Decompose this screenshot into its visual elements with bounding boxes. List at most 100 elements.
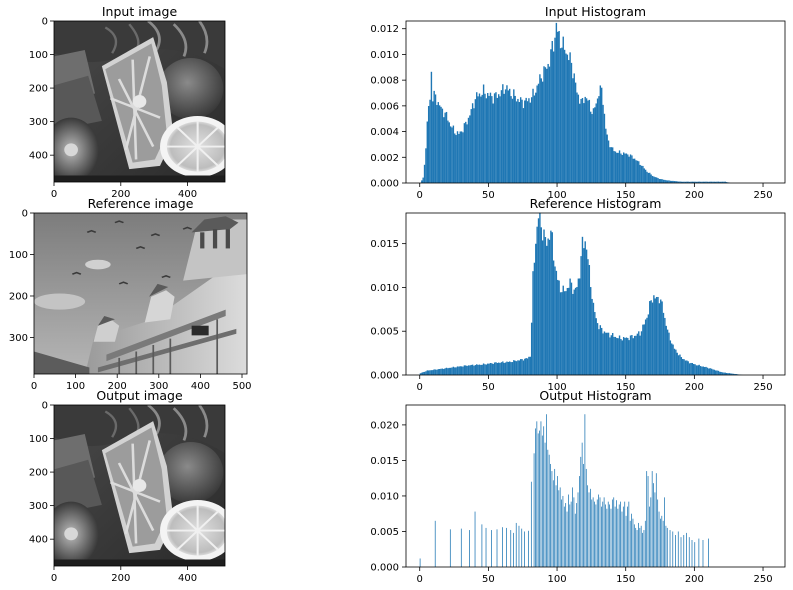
histogram-bar [627,154,629,183]
histogram-bar [624,337,626,375]
histogram-bar [657,178,659,183]
histogram-bar [701,181,703,183]
histogram-bar [535,428,536,567]
histogram-bar [717,370,720,375]
histogram-bar [658,178,661,183]
histogram-bar [444,368,446,375]
histogram-bar [465,365,467,375]
histogram-bar [533,262,536,375]
histogram-bar [500,362,503,375]
histogram-bar [447,368,449,375]
histogram-bar [433,369,435,375]
histogram-bar [569,504,571,567]
building-image [34,213,247,374]
histogram-bar [665,325,667,375]
histogram-bar [625,337,628,375]
histogram-bar [679,181,681,183]
histogram-bar [463,123,466,183]
x-tick-label: 50 [482,190,495,201]
histogram-bar [643,324,645,375]
histogram-bar [610,335,613,375]
histogram-bar [477,364,479,375]
histogram-bar [636,530,638,567]
histogram-bar [427,370,430,375]
histogram-bar [646,171,648,183]
histogram-bar [638,522,639,567]
histogram-bar [581,98,584,183]
histogram-bar [502,84,504,183]
histogram-bar [462,132,464,183]
histogram-bar [598,96,600,183]
histogram-title: Output Histogram [539,388,651,403]
histogram-bar [541,435,543,567]
histogram-bar [655,177,658,183]
histogram-bar [599,85,602,183]
histogram-bar [639,527,641,567]
histogram-bar [694,364,696,375]
histogram-bar [498,94,500,183]
histogram-bar [705,366,707,375]
histogram-bar [469,365,471,375]
histogram-bar [449,126,452,183]
histogram-bar [697,181,699,183]
histogram-bar [544,67,547,183]
histogram-bar [584,414,586,567]
histogram-bar [679,354,681,375]
histogram-bar [653,176,655,183]
histogram-bar [633,335,636,375]
histogram-bar [664,179,666,183]
histogram-bar [533,95,536,183]
histogram-bar [649,506,650,567]
histogram-bar [541,240,544,375]
y-tick-label: 0 [42,401,48,412]
histogram-bar [491,96,493,183]
histogram-bar [607,501,609,567]
y-tick-label: 400 [29,535,48,546]
histogram-bar [605,332,607,375]
histogram-bar [506,527,507,567]
x-tick-label: 400 [178,189,197,200]
histogram-bar [650,300,652,375]
histogram-bar [471,364,474,375]
bars [421,22,731,184]
histogram-bar [484,93,486,183]
histogram-bar [635,335,637,375]
histogram-bar [649,172,651,183]
histogram-bar [460,528,462,567]
histogram-bar [432,370,434,375]
histogram-bar [508,361,511,375]
histogram-3: Output Histogram 0 50 100 150 200 250 0.000 0.00… [370,388,786,585]
histogram-bar [639,164,641,183]
histogram-bar [562,36,564,183]
histogram-bar [713,369,715,375]
x-tick-label: 150 [616,382,635,393]
histogram-bar [675,535,676,567]
histogram-bar [690,362,692,375]
histogram-bar [724,372,726,375]
histogram-bar [727,373,729,375]
histogram-bar [622,336,625,375]
histogram-bar [609,504,610,567]
histogram-bar [447,120,449,183]
histogram-bar [725,182,728,183]
histogram-bar [661,515,663,567]
histogram-bar [613,336,615,375]
histogram-bar [587,100,589,183]
histogram-bar [669,530,671,567]
histogram-bar [672,180,674,183]
y-tick-label: 0 [42,17,48,28]
histogram-bar [515,522,517,567]
histogram-bar [559,48,562,184]
histogram-bar [536,226,538,375]
histogram-bar [628,340,630,375]
histogram-bar [550,49,552,184]
histogram-bar [635,527,637,567]
histogram-bar [584,96,586,183]
histogram-bar [654,298,656,375]
histogram-bar [588,492,590,567]
histogram-bar [537,218,540,375]
histogram-bar [600,87,603,183]
histogram-bar [434,520,436,567]
fruit-image [54,21,225,182]
